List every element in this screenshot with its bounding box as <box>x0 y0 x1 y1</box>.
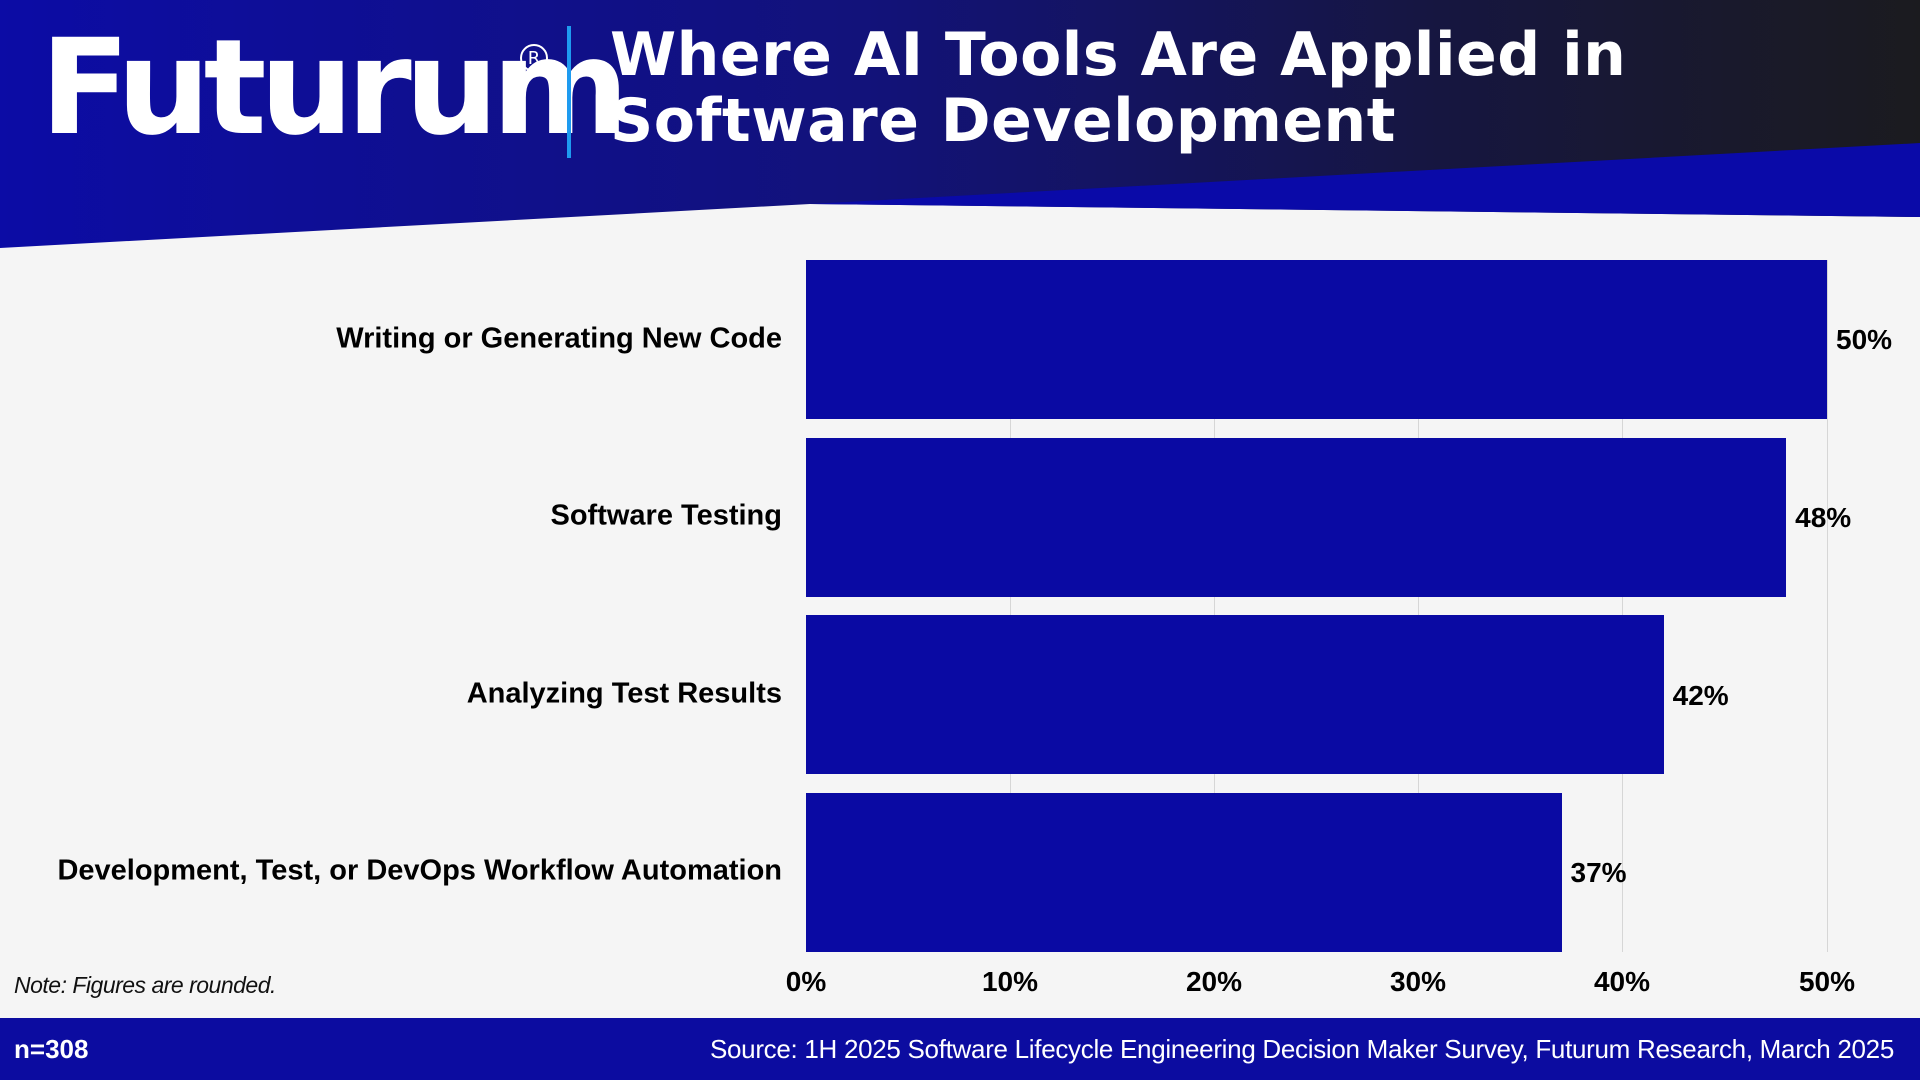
footer-bar: n=308 Source: 1H 2025 Software Lifecycle… <box>0 1018 1920 1080</box>
category-label: Development, Test, or DevOps Workflow Au… <box>57 854 782 887</box>
bar-analyzing-test-results <box>806 615 1664 774</box>
registered-trademark-icon: R <box>520 44 548 72</box>
header-banner <box>0 0 1920 248</box>
bar-workflow-automation <box>806 793 1562 952</box>
futurum-logo: Futurum <box>40 11 629 165</box>
x-tick-label: 20% <box>1185 966 1243 997</box>
gridline-10 <box>1010 260 1011 952</box>
category-label: Analyzing Test Results <box>466 677 782 710</box>
bar-software-testing <box>806 438 1787 597</box>
value-label: 37% <box>1570 857 1627 888</box>
header-divider <box>567 26 571 158</box>
category-label: Writing or Generating New Code <box>336 322 782 355</box>
rounding-note: Note: Figures are rounded. <box>14 972 276 998</box>
x-tick-label: 50% <box>1798 966 1856 997</box>
gridline-20 <box>1214 260 1215 952</box>
sample-size: n=308 <box>14 1034 89 1064</box>
gridline-30 <box>1418 260 1419 952</box>
x-tick-label: 30% <box>1389 966 1447 997</box>
source-citation: Source: 1H 2025 Software Lifecycle Engin… <box>709 1034 1894 1064</box>
gridline-50 <box>1827 260 1828 952</box>
x-tick-label: 40% <box>1593 966 1651 997</box>
title-line-1: Where AI Tools Are Applied in <box>610 20 1627 90</box>
category-label: Software Testing <box>550 499 783 532</box>
bar-writing-new-code <box>806 260 1827 419</box>
value-label: 42% <box>1672 680 1729 711</box>
value-label: 50% <box>1836 324 1893 355</box>
gridline-40 <box>1622 260 1623 952</box>
x-tick-label: 0% <box>785 966 827 997</box>
page-title: Where AI Tools Are Applied in Software D… <box>610 22 1626 154</box>
x-tick-label: 10% <box>981 966 1039 997</box>
title-line-2: Software Development <box>610 86 1396 156</box>
value-label: 48% <box>1795 502 1852 533</box>
